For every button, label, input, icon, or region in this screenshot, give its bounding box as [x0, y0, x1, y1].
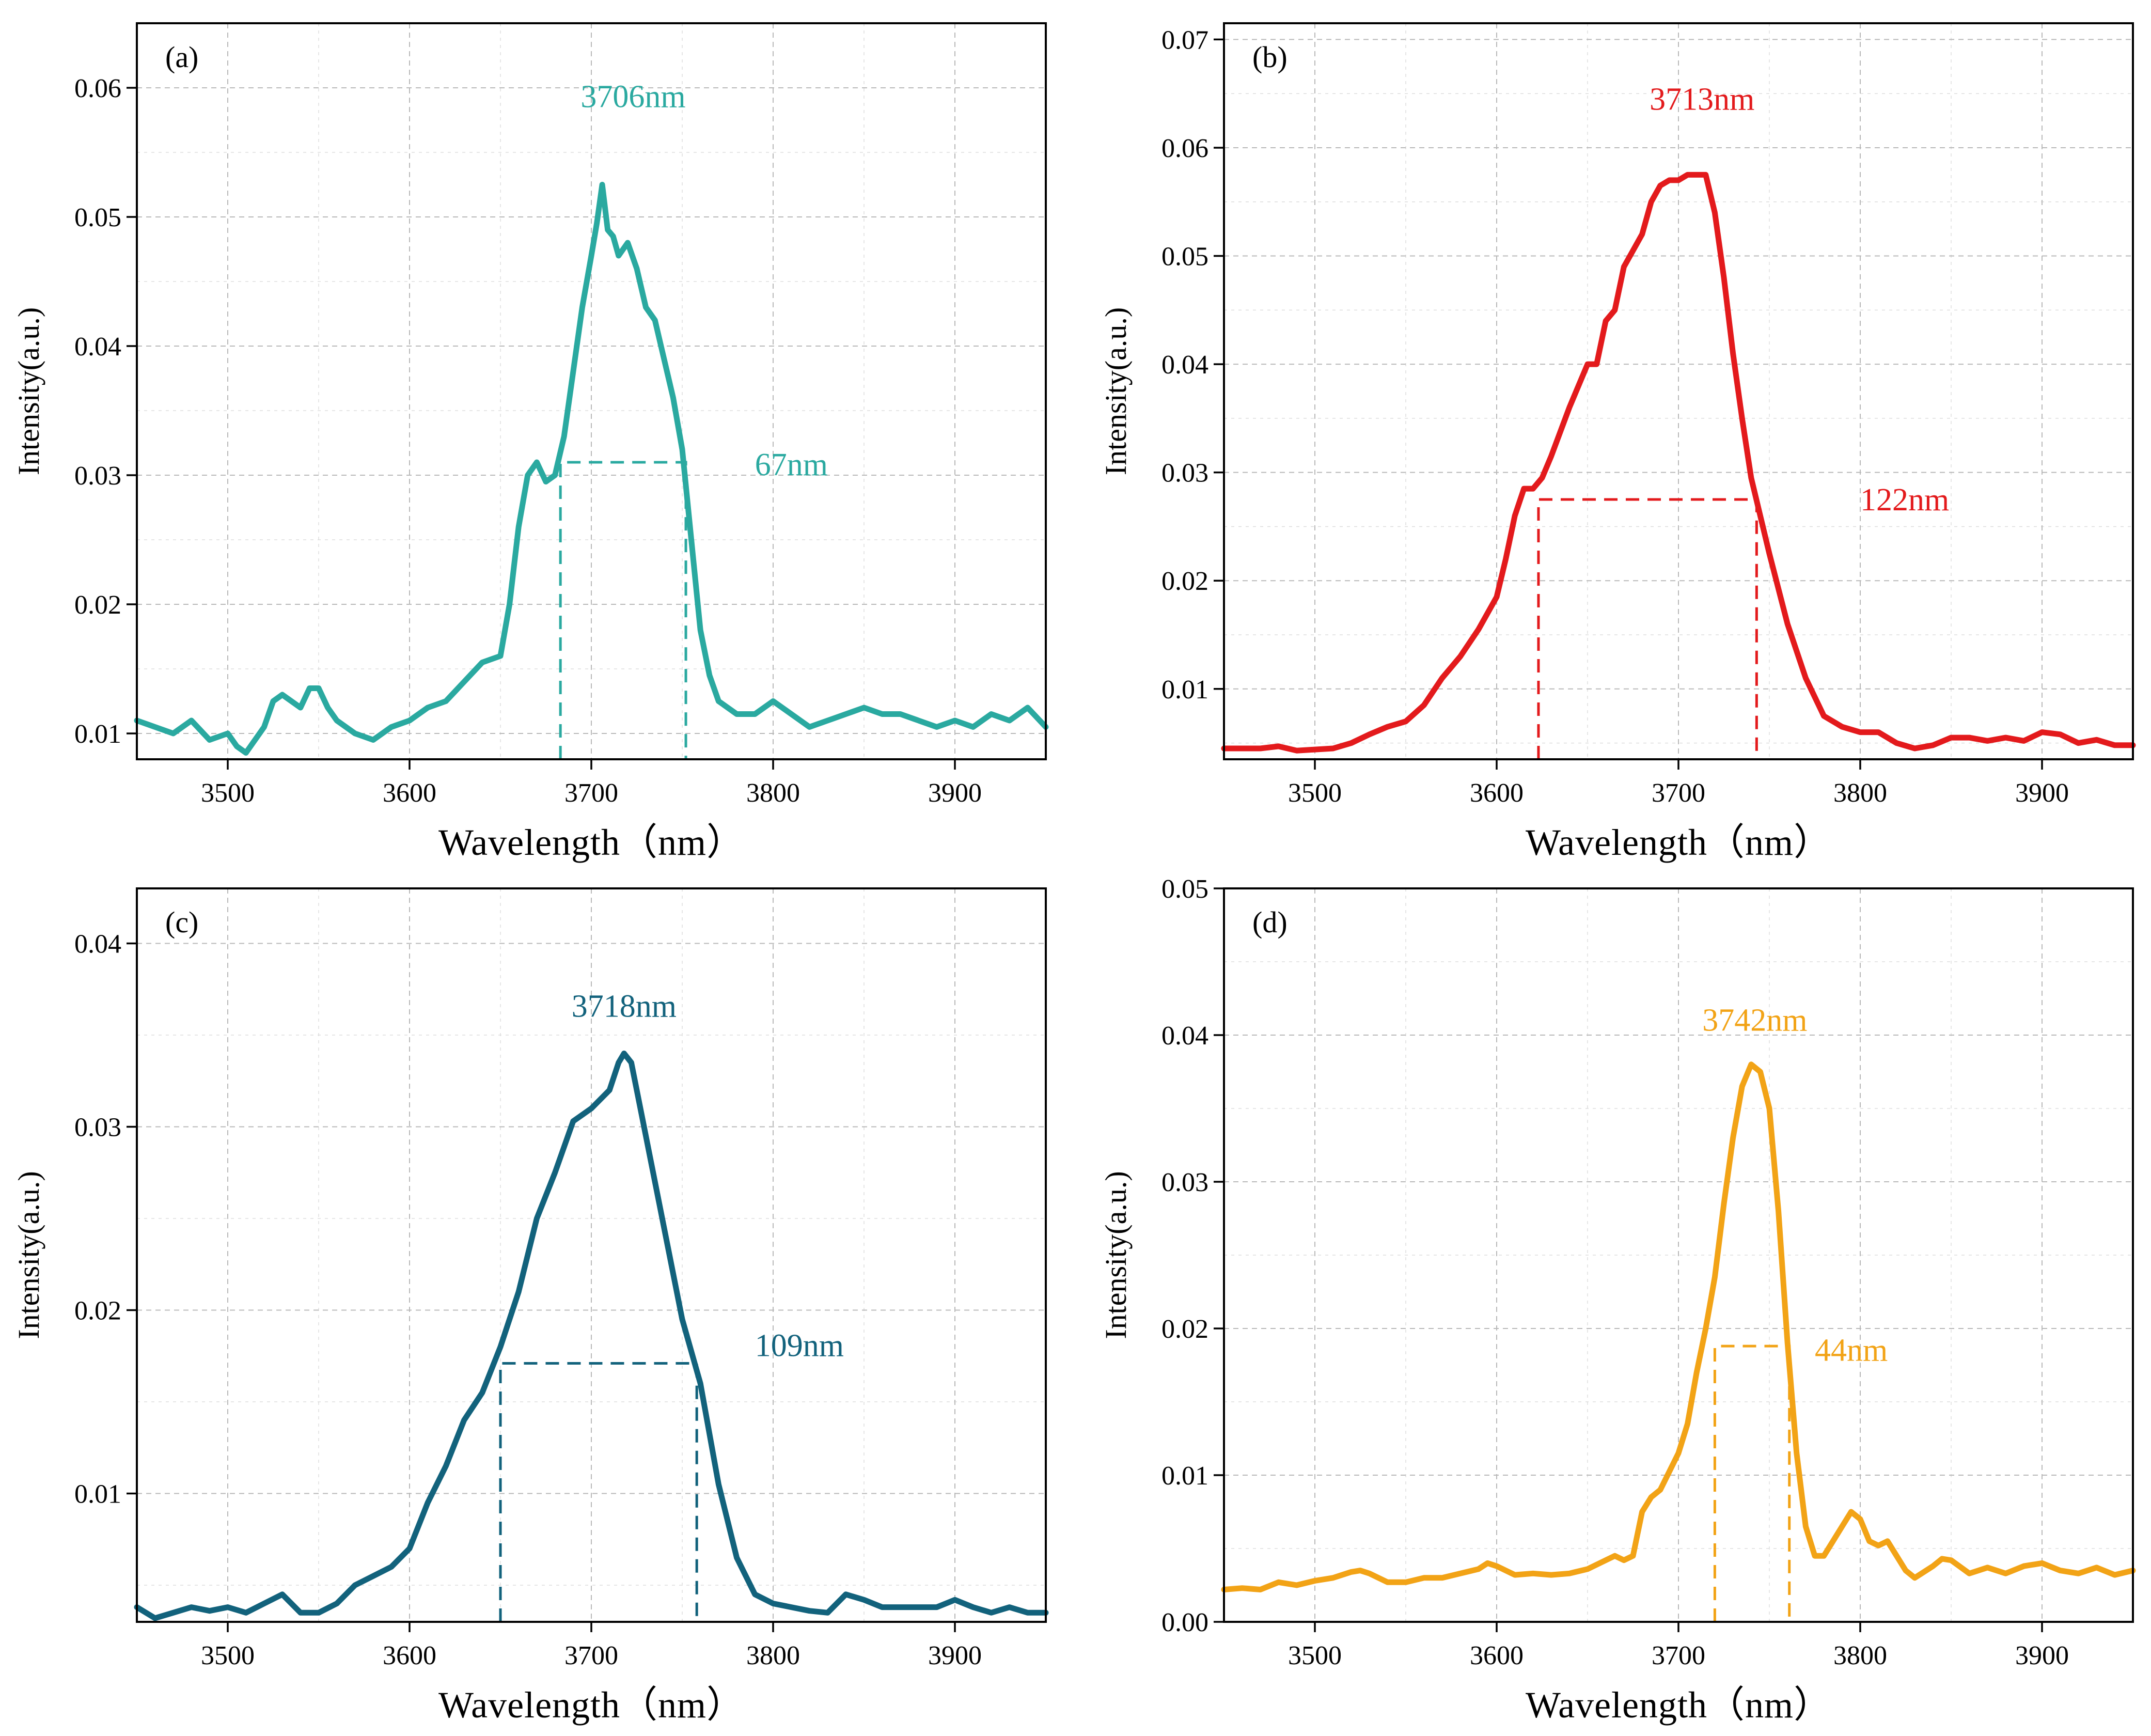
x-tick-label: 3500: [1288, 778, 1342, 808]
spectrum-line-c: [134, 1051, 1049, 1621]
x-axis-title: Wavelength（nm）: [438, 822, 744, 863]
y-tick-label: 0.03: [74, 461, 121, 491]
y-tick-label: 0.01: [1161, 1461, 1208, 1491]
x-tick-label: 3600: [383, 778, 436, 808]
spectrum-line-b: [1221, 171, 2136, 754]
chart-panel-d: 3500 3600 3700 3800 3900 0.00 0.01 0.02 0.03 0.04…: [1099, 874, 2136, 1726]
x-tick-label: 3600: [383, 1641, 436, 1670]
x-tick-label: 3600: [1470, 1641, 1524, 1670]
chart-panel-a: 3500 3600 3700 3800 3900 0.01 0.02 0.03 0.04 0.05…: [12, 22, 1049, 863]
peak-wavelength-label: 3706nm: [580, 80, 685, 115]
y-tick-label: 0.00: [1161, 1608, 1208, 1637]
fwhm-marker-b: [1537, 498, 1758, 759]
y-axis-title: Intensity(a.u.): [12, 1171, 45, 1339]
x-tick-label: 3800: [746, 778, 800, 808]
chart-panel-c: 3500 3600 3700 3800 3900 0.01 0.02 0.03 0.04 Wave…: [12, 887, 1049, 1726]
y-axis-title: Intensity(a.u.): [1099, 1171, 1133, 1339]
peak-wavelength-label: 3713nm: [1650, 82, 1754, 117]
fwhm-label: 122nm: [1860, 482, 1949, 518]
x-tick-label: 3700: [1652, 778, 1705, 808]
y-tick-label: 0.04: [74, 332, 121, 362]
x-tick-label: 3500: [201, 778, 255, 808]
panel-label: (c): [165, 905, 198, 939]
fwhm-marker-d: [1713, 1344, 1791, 1622]
y-axis-title: Intensity(a.u.): [12, 307, 45, 475]
x-tick-label: 3700: [564, 1641, 618, 1670]
y-tick-label: 0.01: [1161, 675, 1208, 705]
x-tick-label: 3900: [928, 778, 982, 808]
x-tick-label: 3500: [201, 1641, 255, 1670]
fwhm-marker-c: [499, 1362, 698, 1622]
y-tick-label: 0.02: [1161, 567, 1208, 596]
x-tick-label: 3700: [1652, 1641, 1705, 1670]
peak-wavelength-label: 3718nm: [572, 989, 677, 1024]
x-tick-label: 3700: [564, 778, 618, 808]
fwhm-label: 109nm: [755, 1328, 844, 1363]
panel-label: (b): [1252, 40, 1288, 74]
y-tick-label: 0.05: [1161, 874, 1208, 904]
spectrum-line-a: [134, 182, 1049, 756]
x-axis-title: Wavelength（nm）: [1526, 822, 1831, 863]
spectrum-line-d: [1221, 1061, 2136, 1592]
y-tick-label: 0.03: [1161, 459, 1208, 488]
y-tick-label: 0.02: [1161, 1315, 1208, 1344]
fwhm-marker-a: [559, 461, 687, 759]
y-tick-label: 0.01: [74, 720, 121, 749]
y-tick-label: 0.01: [74, 1480, 121, 1509]
y-tick-label: 0.03: [74, 1113, 121, 1143]
x-tick-label: 3900: [2015, 778, 2069, 808]
y-axis-title: Intensity(a.u.): [1099, 307, 1133, 475]
x-tick-label: 3900: [2015, 1641, 2069, 1670]
y-tick-label: 0.05: [1161, 242, 1208, 272]
chart-panel-b: 3500 3600 3700 3800 3900 0.01 0.02 0.03 0.04 0.05…: [1099, 22, 2136, 863]
y-tick-label: 0.04: [1161, 350, 1208, 380]
x-tick-label: 3800: [746, 1641, 800, 1670]
peak-wavelength-label: 3742nm: [1702, 1003, 1807, 1038]
y-tick-label: 0.06: [1161, 134, 1208, 163]
fwhm-label: 44nm: [1815, 1333, 1888, 1368]
x-tick-label: 3500: [1288, 1641, 1342, 1670]
x-tick-label: 3800: [1833, 778, 1887, 808]
x-tick-label: 3900: [928, 1641, 982, 1670]
fwhm-label: 67nm: [755, 447, 828, 482]
x-tick-label: 3600: [1470, 778, 1524, 808]
y-tick-label: 0.02: [74, 590, 121, 620]
y-tick-label: 0.05: [74, 203, 121, 232]
panel-label: (a): [165, 40, 198, 74]
y-tick-label: 0.03: [1161, 1168, 1208, 1197]
y-tick-label: 0.07: [1161, 25, 1208, 55]
y-tick-label: 0.02: [74, 1296, 121, 1326]
x-axis-title: Wavelength（nm）: [438, 1684, 744, 1726]
x-tick-label: 3800: [1833, 1641, 1887, 1670]
y-tick-label: 0.04: [1161, 1021, 1208, 1051]
y-tick-label: 0.06: [74, 74, 121, 103]
x-axis-title: Wavelength（nm）: [1526, 1684, 1831, 1726]
y-tick-label: 0.04: [74, 930, 121, 959]
panel-label: (d): [1252, 905, 1288, 939]
